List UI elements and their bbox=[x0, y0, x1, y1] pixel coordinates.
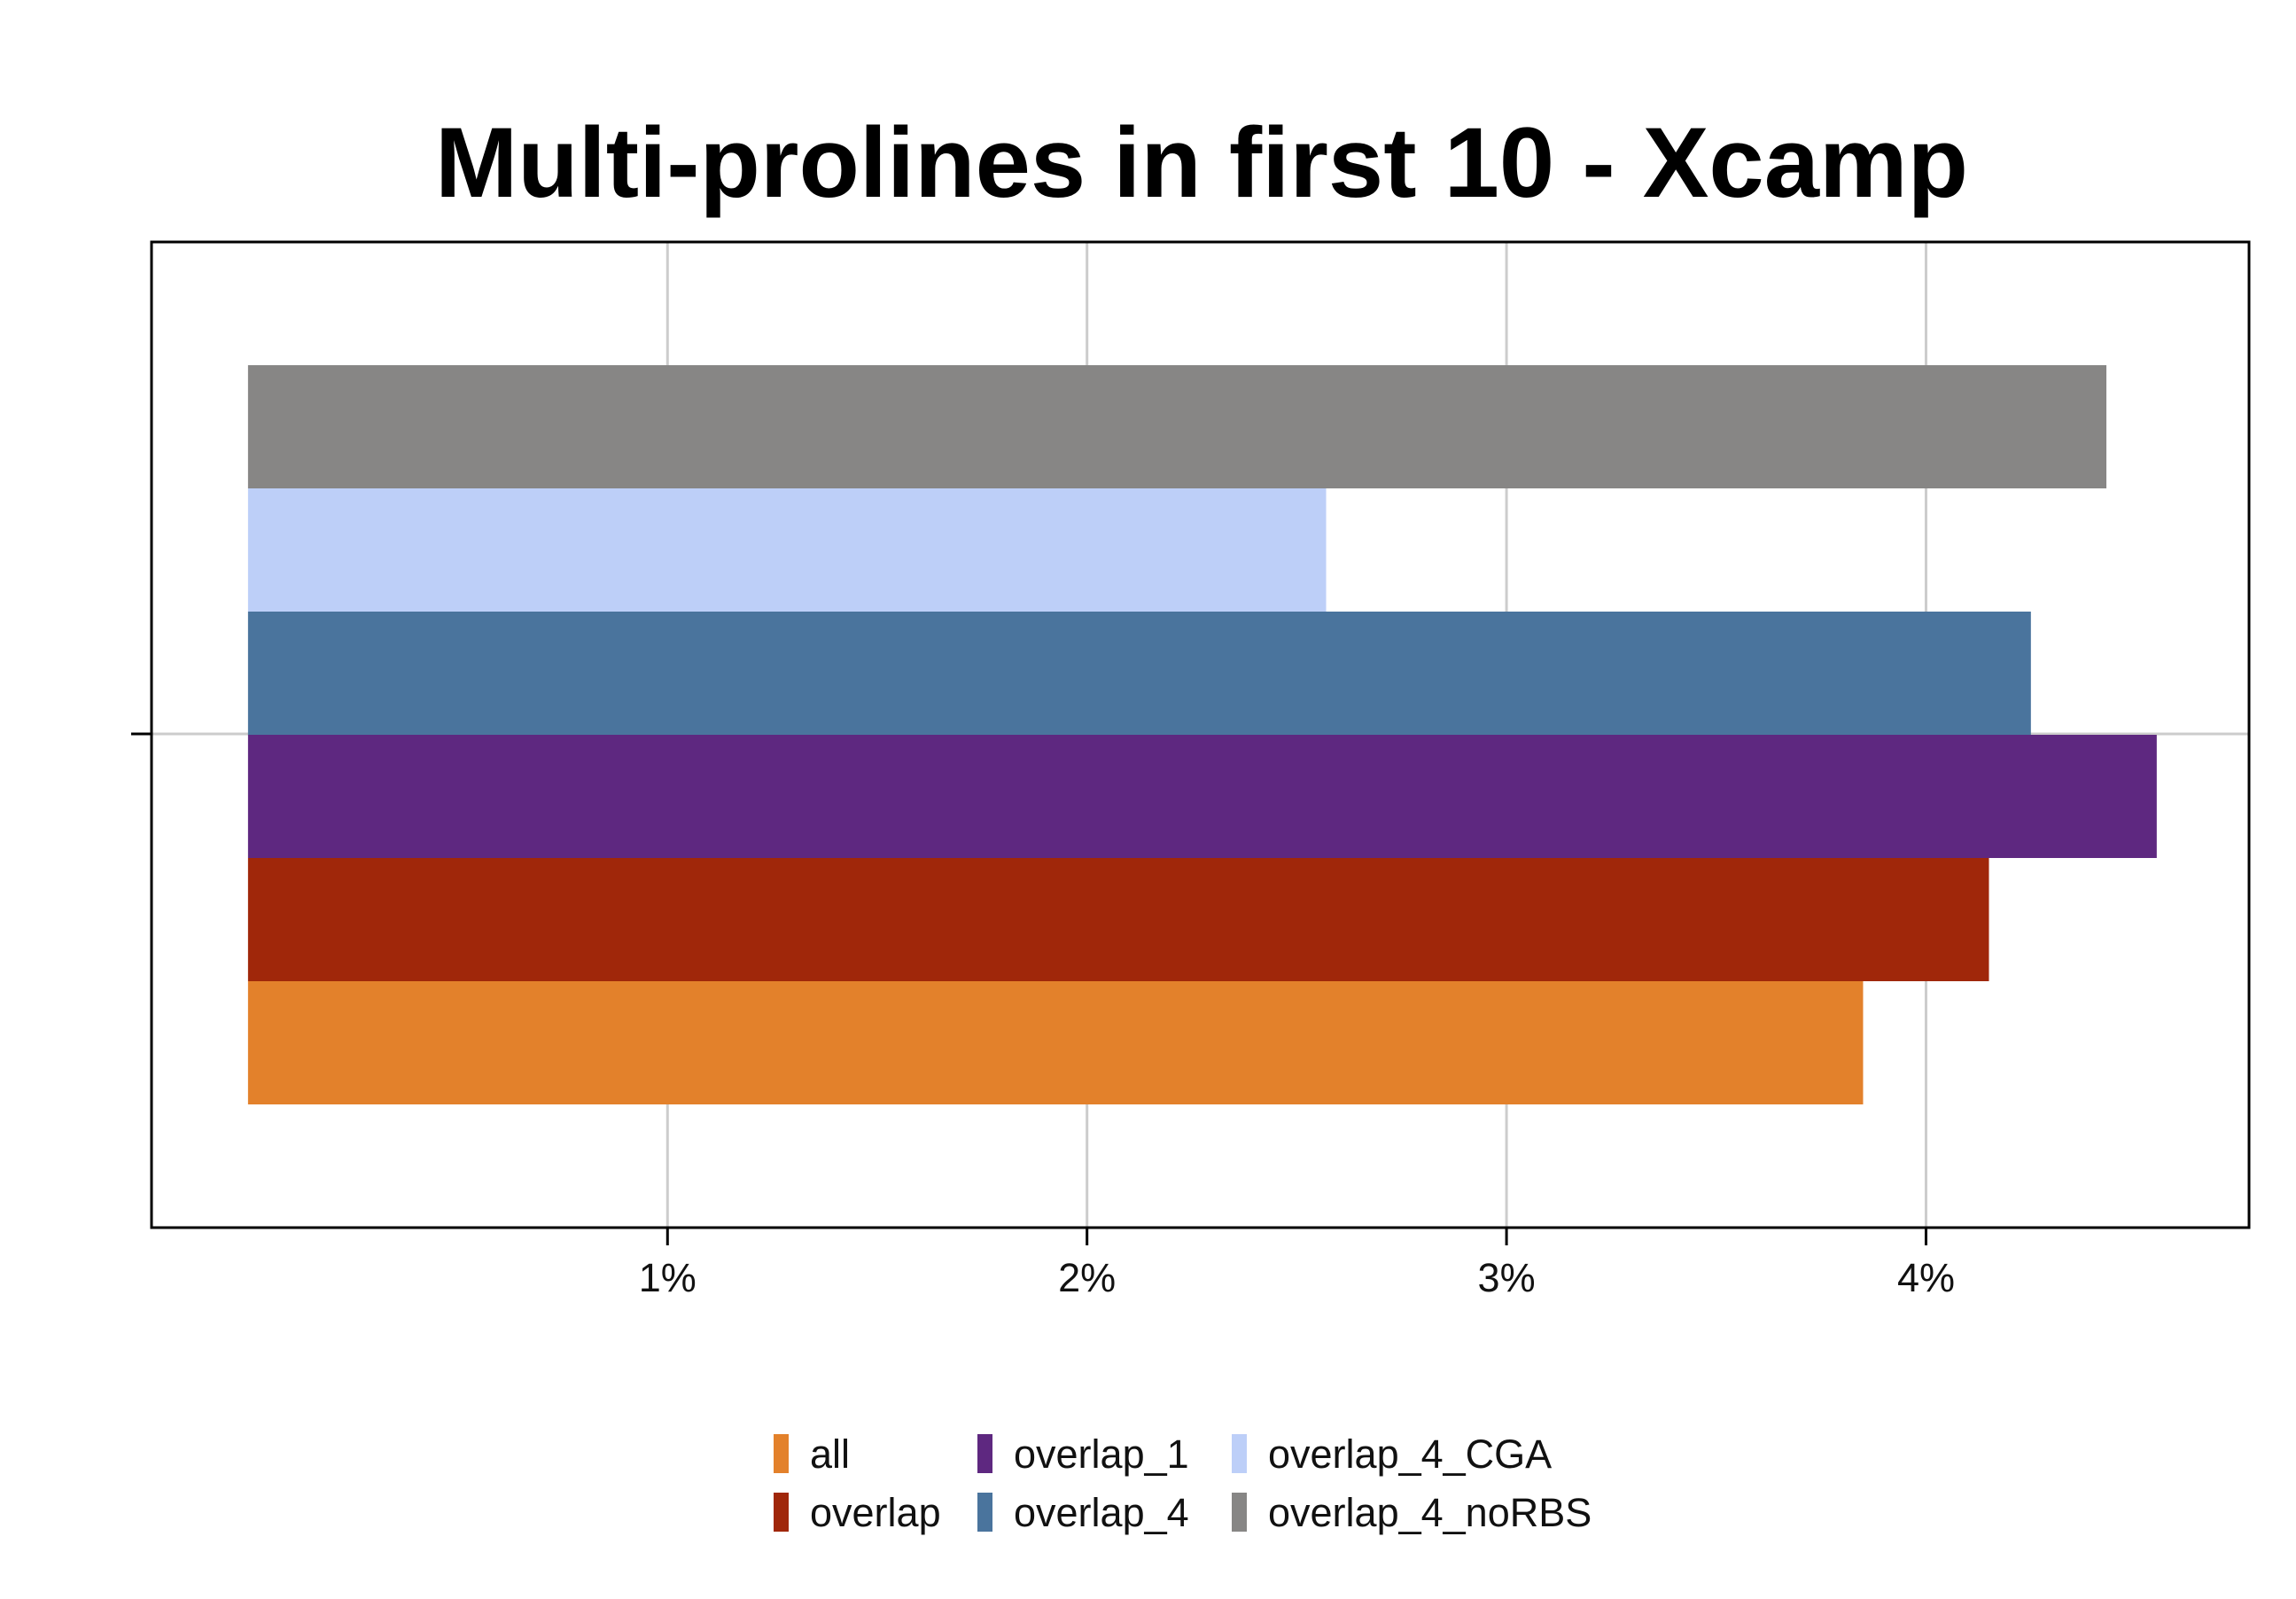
legend-key-overlap_4 bbox=[977, 1493, 992, 1532]
legend-key-overlap_4_CGA bbox=[1232, 1434, 1247, 1473]
legend-label-overlap: overlap bbox=[810, 1490, 941, 1535]
legend-label-overlap_4_CGA: overlap_4_CGA bbox=[1268, 1431, 1552, 1477]
x-tick-label: 1% bbox=[639, 1255, 697, 1300]
bar-overlap_1 bbox=[247, 735, 2157, 858]
x-tick-label: 4% bbox=[1897, 1255, 1955, 1300]
legend-key-overlap bbox=[774, 1493, 789, 1532]
legend-label-overlap_4: overlap_4 bbox=[1014, 1490, 1189, 1535]
legend-key-overlap_1 bbox=[977, 1434, 992, 1473]
bars bbox=[247, 365, 2157, 1104]
x-axis-ticks: 1% 2% 3% 4% bbox=[639, 1228, 1955, 1300]
chart-title: Multi-prolines in first 10 - Xcamp bbox=[435, 107, 1968, 218]
bar-overlap_4_noRBS bbox=[247, 365, 2107, 488]
legend: all overlap overlap_1 overlap_4 overlap_4_CG… bbox=[774, 1431, 1592, 1535]
bar-overlap_4 bbox=[247, 612, 2031, 735]
bar-all bbox=[247, 981, 1864, 1104]
bar-overlap bbox=[247, 858, 1989, 981]
x-tick-label: 3% bbox=[1478, 1255, 1536, 1300]
legend-label-all: all bbox=[810, 1431, 850, 1477]
legend-label-overlap_4_noRBS: overlap_4_noRBS bbox=[1268, 1490, 1592, 1535]
bar-overlap_4_CGA bbox=[247, 488, 1327, 612]
legend-key-overlap_4_noRBS bbox=[1232, 1493, 1247, 1532]
legend-key-all bbox=[774, 1434, 789, 1473]
legend-label-overlap_1: overlap_1 bbox=[1014, 1431, 1189, 1477]
x-tick-label: 2% bbox=[1058, 1255, 1116, 1300]
